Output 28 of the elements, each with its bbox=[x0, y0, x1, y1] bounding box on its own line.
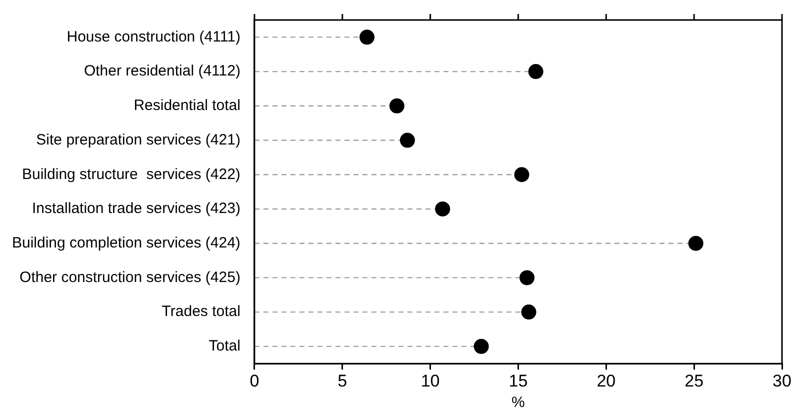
y-tick-label: Site preparation services (421) bbox=[36, 131, 240, 148]
x-tick-label: 30 bbox=[772, 371, 792, 390]
point bbox=[474, 338, 489, 354]
x-tick-label: 20 bbox=[596, 371, 616, 390]
point bbox=[521, 304, 536, 320]
x-tick-label: 0 bbox=[250, 371, 260, 390]
y-tick-label: Residential total bbox=[134, 97, 240, 114]
x-tick-label: 25 bbox=[684, 371, 704, 390]
point bbox=[359, 30, 374, 45]
y-tick-label: Total bbox=[208, 338, 240, 355]
x-axis-title: % bbox=[512, 394, 525, 412]
x-tick-label: 5 bbox=[338, 371, 348, 390]
y-tick-label: House construction (4111) bbox=[66, 28, 240, 46]
y-tick-label: Building completion services (424) bbox=[12, 234, 240, 252]
y-tick-label: Other residential (4112) bbox=[84, 62, 240, 80]
y-tick-label: Installation trade services (423) bbox=[32, 200, 240, 218]
point bbox=[688, 236, 704, 251]
x-tick-label: 10 bbox=[420, 371, 440, 390]
y-tick-label: Trades total bbox=[162, 303, 240, 320]
point bbox=[514, 167, 530, 182]
point bbox=[528, 64, 544, 80]
y-tick-label: Building structure services (422) bbox=[22, 166, 240, 183]
point bbox=[435, 201, 450, 216]
point bbox=[389, 98, 404, 114]
point bbox=[400, 132, 415, 148]
point bbox=[520, 270, 535, 286]
x-tick-label: 15 bbox=[508, 371, 528, 390]
y-tick-label: Other construction services (425) bbox=[20, 268, 240, 286]
